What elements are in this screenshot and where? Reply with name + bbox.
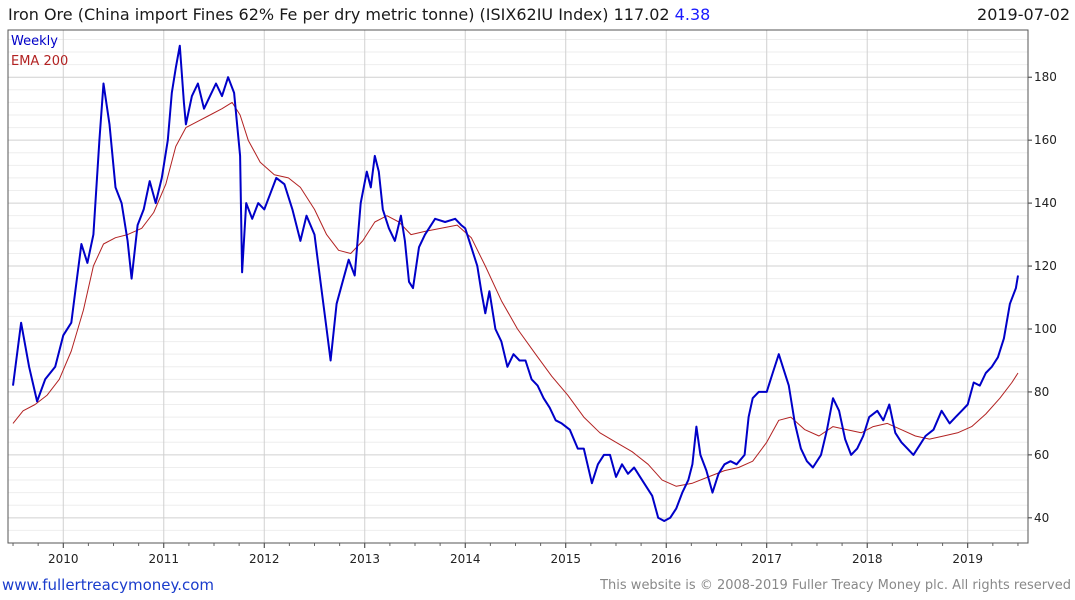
plot-frame — [7, 29, 1029, 544]
legend-ema-200: EMA 200 — [11, 54, 68, 69]
iron-ore-chart: 40 60 80 100 120 140 160 180 2010 2011 2012 2013 201… — [7, 29, 1057, 566]
chart-date: 2019-07-02 — [977, 5, 1070, 24]
y-tick-label: 40 — [1034, 511, 1049, 525]
chart-title: Iron Ore (China import Fines 62% Fe per … — [8, 5, 710, 24]
y-tick-label: 80 — [1034, 385, 1049, 399]
x-tick-label: 2018 — [852, 552, 883, 566]
y-tick-label: 60 — [1034, 448, 1049, 462]
x-tick-label: 2016 — [651, 552, 682, 566]
x-tick-label: 2013 — [349, 552, 380, 566]
y-tick-label: 120 — [1034, 259, 1057, 273]
y-tick-label: 140 — [1034, 196, 1057, 210]
footer-website-link[interactable]: www.fullertreacymoney.com — [2, 576, 215, 594]
change-value: 4.38 — [674, 5, 711, 24]
last-value: 117.02 — [613, 5, 670, 24]
y-tick-label: 100 — [1034, 322, 1057, 336]
y-tick-label: 180 — [1034, 70, 1057, 84]
x-tick-label: 2010 — [48, 552, 79, 566]
x-tick-label: 2012 — [249, 552, 280, 566]
x-tick-label: 2015 — [550, 552, 581, 566]
chart-title-text: Iron Ore (China import Fines 62% Fe per … — [8, 5, 609, 24]
y-tick-label: 160 — [1034, 133, 1057, 147]
footer-copyright: This website is © 2008-2019 Fuller Treac… — [600, 578, 1071, 593]
legend-weekly: Weekly — [11, 34, 58, 49]
x-tick-label: 2017 — [751, 552, 782, 566]
x-tick-label: 2011 — [148, 552, 179, 566]
ema-200-series-line — [12, 101, 1019, 487]
chart-header: Iron Ore (China import Fines 62% Fe per … — [8, 5, 1070, 27]
x-tick-label: 2019 — [952, 552, 983, 566]
x-tick-label: 2014 — [450, 552, 481, 566]
weekly-series-line — [12, 44, 1019, 522]
